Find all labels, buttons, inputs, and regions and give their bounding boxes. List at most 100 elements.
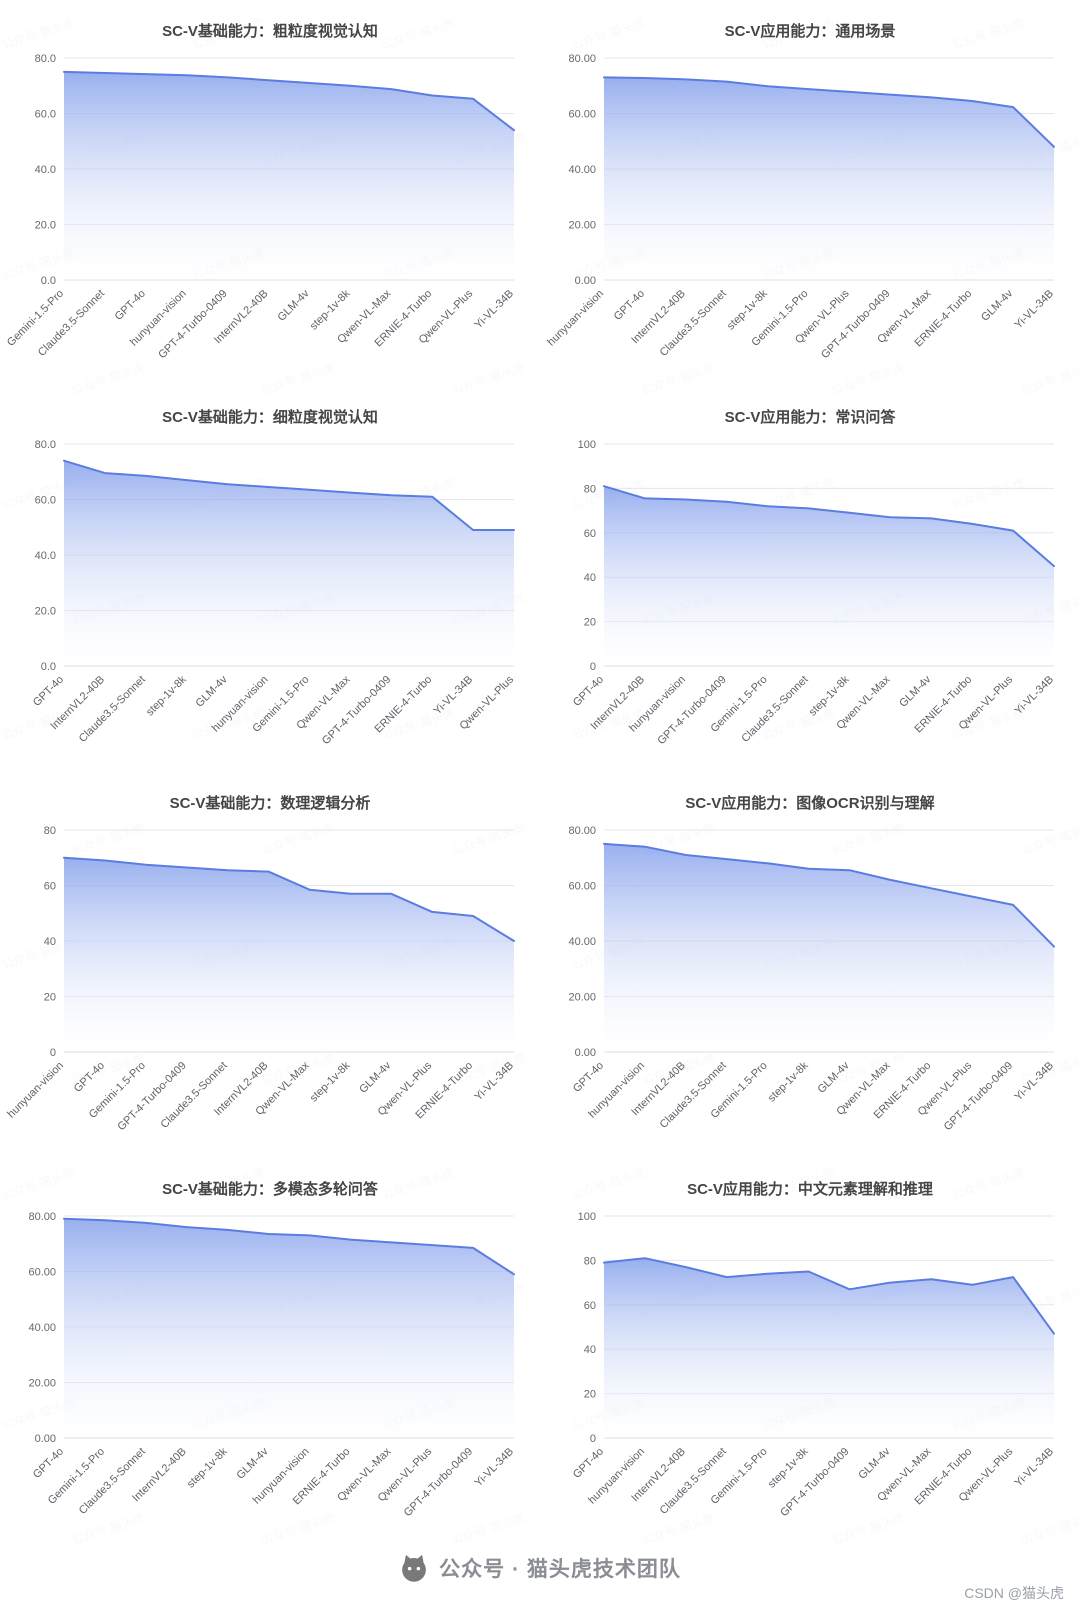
chart-card-ocr: SC-V应用能力：图像OCR识别与理解 0.00 20.00 40.00 60.00 8… [540,778,1080,1164]
svg-text:20.00: 20.00 [568,992,596,1004]
series-line [603,485,1055,568]
svg-text:Yi-VL-34B: Yi-VL-34B [472,1060,516,1104]
footer-brand-text: 公众号 · 猫头虎技术团队 [439,1558,681,1581]
area-fill [604,843,1054,1052]
svg-text:GPT-4-Turbo-0409: GPT-4-Turbo-0409 [655,674,728,747]
svg-text:100: 100 [578,1211,596,1223]
series-line [603,842,1055,948]
svg-text:0.00: 0.00 [35,1433,56,1445]
x-axis-labels: GPT-4oGemini-1.5-ProClaude3.5-SonnetInte… [31,1445,516,1519]
area-fill [64,460,514,666]
chart-title: SC-V基础能力：粗粒度视觉认知 [162,23,378,40]
svg-text:20: 20 [584,617,596,629]
svg-text:GLM-4v: GLM-4v [979,287,1015,323]
chart-title: SC-V应用能力：通用场景 [724,23,896,40]
svg-text:20: 20 [44,992,56,1004]
svg-text:GPT-4o: GPT-4o [31,674,66,709]
svg-text:40: 40 [584,572,596,584]
svg-text:GPT-4o: GPT-4o [612,288,647,323]
svg-text:80.00: 80.00 [568,53,596,65]
svg-text:GPT-4-Turbo-0409: GPT-4-Turbo-0409 [402,1446,475,1519]
svg-text:40: 40 [584,1344,596,1356]
x-axis-labels: GPT-4oInternVL2-40Bhunyuan-visionGPT-4-T… [571,673,1056,747]
svg-text:GPT-4o: GPT-4o [72,1060,107,1095]
svg-text:0: 0 [590,1433,596,1445]
svg-text:GPT-4-Turbo-0409: GPT-4-Turbo-0409 [156,288,229,361]
svg-text:hunyuan-vision: hunyuan-vision [545,288,606,349]
svg-text:Yi-VL-34B: Yi-VL-34B [1012,674,1056,718]
svg-text:60.00: 60.00 [568,881,596,893]
svg-text:40.00: 40.00 [568,164,596,176]
svg-text:GPT-4o: GPT-4o [31,1446,66,1481]
svg-text:hunyuan-vision: hunyuan-vision [5,1060,66,1121]
svg-text:GPT-4o: GPT-4o [571,1446,606,1481]
svg-text:GPT-4-Turbo-0409: GPT-4-Turbo-0409 [819,288,892,361]
y-axis-labels: 0 20 40 60 80 100 [578,439,596,673]
svg-text:60.0: 60.0 [35,495,56,507]
chart-title: SC-V基础能力：细粒度视觉认知 [162,409,378,426]
svg-text:40.0: 40.0 [35,550,56,562]
svg-text:step-1v-8k: step-1v-8k [185,1445,230,1490]
svg-text:Yi-VL-34B: Yi-VL-34B [432,674,476,718]
y-axis-labels: 0.00 20.00 40.00 60.00 80.00 [568,825,596,1059]
svg-text:Yi-VL-34B: Yi-VL-34B [472,1446,516,1490]
chart-title: SC-V应用能力：中文元素理解和推理 [687,1181,933,1198]
chart-card-common-qa: SC-V应用能力：常识问答 0 20 40 60 80 100 GPT-4o InternVL… [540,392,1080,778]
svg-text:60.00: 60.00 [28,1267,56,1279]
y-axis-labels: 0 20 40 60 80 100 [578,1211,596,1445]
svg-text:GLM-4v: GLM-4v [357,1059,393,1095]
svg-text:20.0: 20.0 [35,606,56,618]
chart-plot: 0 20 40 60 80 hunyuan-vision GPT-4oGemini-1.5-… [5,825,516,1133]
area-fill [64,1218,514,1438]
y-axis-labels: 0.00 20.00 40.00 60.00 80.00 [568,53,596,287]
svg-text:80.0: 80.0 [35,439,56,451]
y-axis-labels: 0.0 20.0 40.0 60.0 80.0 [35,53,56,287]
series-line [603,76,1055,148]
svg-text:80: 80 [584,1255,596,1267]
x-axis-labels: hunyuan-vision GPT-4oInternVL2-40BClaude3… [545,287,1056,361]
chart-plot: 0 20 40 60 80 100 GPT-4oInternVL2-40Bhunyuan-v… [571,439,1056,747]
series-line [63,459,515,531]
svg-text:60.0: 60.0 [35,109,56,121]
csdn-credit-text: CSDN @猫头虎 [964,1585,1064,1601]
svg-text:GLM-4v: GLM-4v [234,1445,270,1481]
svg-text:step-1v-8k: step-1v-8k [766,1059,811,1104]
svg-text:80: 80 [44,825,56,837]
y-axis-labels: 0.0 20.0 40.0 60.0 80.0 [35,439,56,673]
svg-text:GLM-4v: GLM-4v [815,1059,851,1095]
series-line [603,1257,1055,1335]
svg-text:step-1v-8k: step-1v-8k [308,1059,353,1104]
svg-text:0: 0 [50,1047,56,1059]
svg-text:step-1v-8k: step-1v-8k [144,673,189,718]
y-axis-labels: 0 20 40 60 80 [44,825,56,1059]
series-line [63,1217,515,1276]
svg-text:100: 100 [578,439,596,451]
svg-text:GPT-4-Turbo-0409: GPT-4-Turbo-0409 [942,1060,1015,1133]
svg-text:80.00: 80.00 [568,825,596,837]
y-axis-labels: 0.00 20.00 40.00 60.00 80.00 [28,1211,56,1445]
svg-text:0.00: 0.00 [575,275,596,287]
svg-text:0.00: 0.00 [575,1047,596,1059]
svg-text:20: 20 [584,1389,596,1401]
svg-text:80.0: 80.0 [35,53,56,65]
chart-plot: 0.0 20.0 40.0 60.0 80.0 GPT-4oInternVL2-40BCl… [31,439,517,747]
footer-brand: 公众号 · 猫头虎技术团队 [0,1553,1080,1583]
svg-text:GLM-4v: GLM-4v [275,287,311,323]
svg-text:60.00: 60.00 [568,109,596,121]
x-axis-labels: GPT-4oInternVL2-40BClaude3.5-Sonnetstep-… [31,673,517,747]
svg-text:20.00: 20.00 [568,220,596,232]
svg-text:GLM-4v: GLM-4v [897,673,933,709]
chart-plot: 0.00 20.00 40.00 60.00 80.00 GPT-4oGemini-1.5… [28,1211,516,1519]
svg-text:40.0: 40.0 [35,164,56,176]
chart-card-coarse-visual: SC-V基础能力：粗粒度视觉认知 0.0 20.0 40.0 60.0 80.0 Gemi… [0,6,540,392]
charts-grid: SC-V基础能力：粗粒度视觉认知 0.0 20.0 40.0 60.0 80.0 Gemi… [0,6,1080,1519]
svg-text:60: 60 [584,528,596,540]
svg-text:GPT-4-Turbo-0409: GPT-4-Turbo-0409 [115,1060,188,1133]
svg-text:60: 60 [44,881,56,893]
svg-text:GPT-4o: GPT-4o [571,1060,606,1095]
svg-text:Yi-VL-34B: Yi-VL-34B [1012,1446,1056,1490]
x-axis-labels: hunyuan-vision GPT-4oGemini-1.5-ProGPT-4-… [5,1059,516,1133]
chart-card-math-logic: SC-V基础能力：数理逻辑分析 0 20 40 60 80 hunyuan-vision G… [0,778,540,1164]
svg-text:40: 40 [44,936,56,948]
